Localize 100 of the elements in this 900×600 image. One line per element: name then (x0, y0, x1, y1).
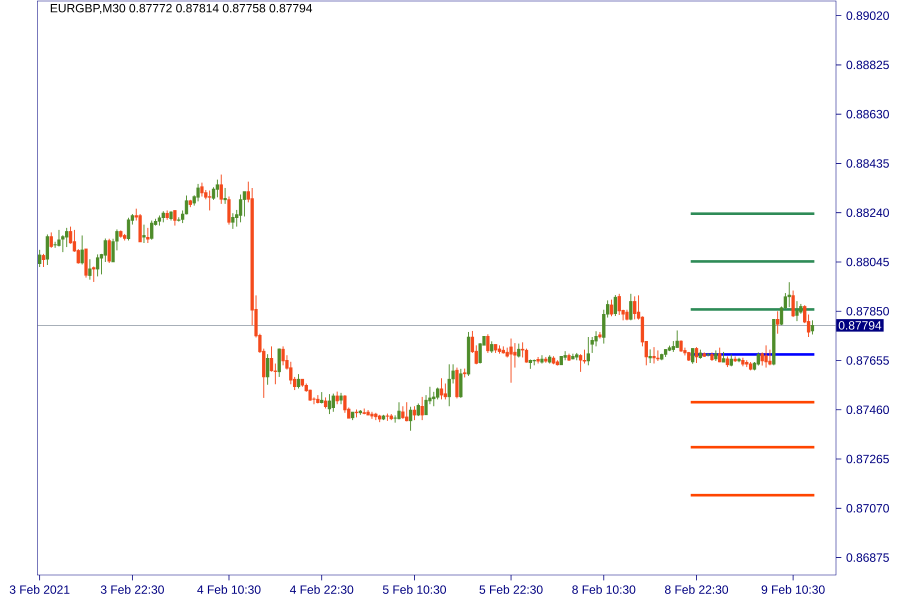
candlestick (200, 182, 204, 198)
x-tick-label: 8 Feb 22:30 (665, 585, 728, 594)
x-tick-label: 5 Feb 10:30 (382, 585, 446, 594)
candlestick (776, 310, 780, 334)
y-tick-label: 0.86875 (846, 553, 889, 562)
candlestick (690, 348, 694, 364)
candlestick (296, 374, 300, 390)
candlestick (432, 391, 436, 407)
y-tick-label: 0.87655 (846, 356, 889, 365)
y-tick-label: 0.88240 (846, 208, 889, 217)
candlestick (788, 282, 791, 308)
candlestick (220, 174, 223, 204)
candlestick (463, 368, 466, 378)
candlestick (440, 378, 444, 400)
y-tick-label: 0.88825 (846, 60, 889, 70)
candlestick (38, 249, 42, 268)
candlestick (270, 346, 274, 372)
y-tick-label: 0.87070 (846, 504, 889, 513)
candlestick (578, 354, 582, 372)
ref-line-label: 0.87794 (838, 321, 882, 330)
y-tick-label: 0.88630 (846, 110, 889, 118)
candlestick (810, 320, 814, 335)
candlestick (676, 330, 679, 348)
candlestick (162, 210, 165, 223)
candlestick (768, 349, 772, 366)
candlestick (524, 348, 528, 364)
candlestick (212, 186, 216, 200)
candlestick (672, 340, 675, 352)
candlestick (614, 294, 618, 317)
candlestick (278, 348, 281, 378)
candlestick (397, 402, 401, 420)
candlestick (88, 258, 92, 280)
candlestick (266, 354, 270, 386)
y-tick-label: 0.88435 (846, 159, 889, 168)
candlestick (42, 253, 46, 268)
candlestick (509, 338, 513, 384)
candlestick (629, 293, 632, 321)
candlestick (791, 290, 795, 318)
candlestick (490, 340, 494, 354)
candlestick (46, 234, 50, 266)
candlestick (208, 190, 212, 211)
candlestick (92, 266, 96, 282)
candlestick (126, 217, 130, 241)
y-tick-label: 0.87460 (846, 406, 889, 414)
candlestick (448, 364, 451, 407)
candlestick (332, 393, 335, 412)
candlestick (756, 352, 760, 366)
x-tick-label: 4 Feb 10:30 (197, 585, 261, 594)
candlestick (714, 350, 718, 362)
candlestick (401, 406, 405, 420)
candlestick (57, 229, 61, 248)
candlestick (142, 224, 146, 244)
candlestick (281, 346, 285, 366)
candlestick (694, 346, 698, 364)
candlestick (459, 368, 462, 398)
candlestick (339, 392, 343, 405)
candlestick (108, 238, 111, 264)
candlestick (405, 402, 408, 422)
candlestick (416, 402, 420, 417)
candlestick (586, 336, 590, 366)
candlestick (436, 387, 440, 400)
candlestick (223, 187, 227, 204)
candlestick (718, 347, 722, 363)
candlestick (726, 356, 730, 368)
x-tick-label: 3 Feb 2021 (10, 585, 70, 594)
x-tick-label: 9 Feb 10:30 (762, 585, 825, 594)
y-tick-label: 0.88045 (846, 258, 889, 266)
candlestick (50, 232, 53, 248)
candlestick (486, 334, 490, 354)
candlestick (652, 346, 656, 364)
candlestick (563, 350, 567, 361)
x-tick-label: 4 Feb 22:30 (290, 585, 354, 594)
candlestick (158, 215, 162, 226)
x-tick-label: 3 Feb 22:30 (100, 585, 164, 594)
candlestick (196, 183, 200, 202)
y-tick-label: 0.87850 (846, 306, 889, 316)
candlestick (412, 406, 416, 421)
candlestick (517, 343, 520, 358)
candlestick (308, 389, 312, 402)
candlestick (173, 210, 177, 226)
candlestick (238, 194, 242, 223)
x-tick-label: 5 Feb 22:30 (480, 585, 543, 594)
candlestick (408, 406, 412, 432)
candlestick (420, 396, 424, 421)
candlestick (96, 254, 100, 277)
candlestick (354, 409, 358, 418)
y-tick-label: 0.87265 (846, 454, 889, 464)
candlestick (80, 234, 84, 265)
candlestick (610, 299, 614, 317)
candlestick (633, 296, 636, 320)
candlestick (65, 227, 68, 248)
candlestick (166, 210, 169, 220)
candlestick (216, 179, 220, 198)
candlestick (656, 350, 660, 362)
candlestick (698, 349, 702, 360)
candlestick (764, 344, 768, 368)
candlestick (324, 396, 328, 409)
candlestick (150, 220, 154, 240)
candlestick (795, 300, 799, 322)
candlestick (336, 391, 339, 405)
